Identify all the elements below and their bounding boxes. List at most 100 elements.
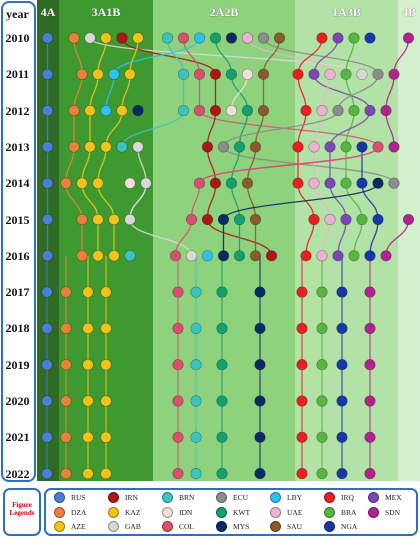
legend-label-dza: DZA — [71, 507, 87, 517]
node-rus-2017 — [41, 286, 53, 298]
legend-label-uae: UAE — [287, 507, 303, 517]
legend-label-col: COL — [179, 522, 194, 531]
node-dza-2019 — [60, 359, 72, 371]
link-mys-2014 — [222, 182, 379, 220]
legend-swatch-kaz — [108, 506, 119, 518]
node-dza-2010 — [68, 32, 80, 44]
node-col-2016 — [169, 250, 182, 262]
flow-diagram — [41, 32, 415, 480]
node-irq-2017 — [296, 286, 308, 298]
year-label-2012: 2012 — [5, 103, 30, 118]
legend-swatch-mex — [368, 492, 379, 503]
legend-swatch-dza — [54, 506, 65, 518]
legend-swatch-irq — [324, 492, 335, 503]
node-col-2019 — [172, 359, 184, 371]
year-label-2019: 2019 — [5, 357, 30, 372]
node-gab-2014 — [140, 177, 152, 189]
node-aze-2010 — [100, 32, 112, 44]
node-dza-2022 — [60, 468, 72, 480]
legend-title-line2: Legends — [9, 509, 35, 517]
node-kwt-2019 — [216, 359, 228, 371]
node-rus-2010 — [41, 32, 54, 44]
node-ecu-2014 — [388, 177, 400, 189]
node-col-2020 — [172, 395, 184, 407]
node-aze-2019 — [82, 359, 94, 371]
node-col-2021 — [172, 431, 184, 443]
year-axis — [1, 1, 36, 482]
node-sau-2013 — [249, 141, 262, 153]
node-mys-2018 — [254, 322, 266, 335]
link-bra-2014 — [345, 183, 363, 220]
node-sdn-2020 — [364, 395, 376, 407]
node-mys-2021 — [254, 431, 266, 443]
link-kaz-2012 — [105, 110, 123, 147]
node-nga-2017 — [336, 286, 348, 298]
node-aze-2018 — [82, 322, 94, 335]
node-idn-2011 — [241, 68, 254, 80]
legend-label-lby: LBY — [287, 493, 302, 502]
group-label-4b: 4B — [401, 5, 416, 19]
node-kwt-2013 — [233, 141, 246, 153]
node-rus-2015 — [41, 213, 54, 226]
legend-swatch-gab — [108, 521, 119, 532]
legend-label-mex: MEX — [385, 493, 402, 502]
node-kwt-2014 — [225, 177, 238, 189]
node-rus-2020 — [41, 395, 53, 407]
node-irq-2011 — [292, 68, 304, 80]
node-irq-2014 — [292, 177, 304, 189]
legend-swatch-sdn — [368, 506, 379, 518]
legend-swatch-brn — [162, 492, 173, 503]
node-sdn-2015 — [402, 213, 415, 226]
node-mex-2016 — [332, 250, 344, 262]
node-bra-2019 — [316, 359, 328, 371]
node-dza-2012 — [68, 104, 80, 117]
legend-swatch-rus — [54, 492, 65, 503]
legend-label-aze: AZE — [71, 522, 86, 531]
node-col-2010 — [177, 32, 190, 44]
node-dza-2020 — [60, 395, 72, 407]
node-kwt-2021 — [216, 431, 228, 443]
node-mex-2015 — [340, 213, 352, 226]
node-brn-2017 — [190, 286, 202, 298]
node-rus-2014 — [41, 177, 54, 189]
node-kaz-2020 — [100, 395, 112, 407]
node-aze-2017 — [82, 286, 94, 298]
link-lby-2010 — [113, 37, 201, 75]
year-label-2014: 2014 — [5, 176, 30, 191]
node-aze-2013 — [84, 141, 96, 153]
link-brn-2012 — [121, 110, 185, 148]
link-col-2013 — [198, 146, 379, 184]
node-col-2012 — [193, 104, 206, 117]
node-rus-2013 — [41, 141, 54, 153]
legend-label-ecu: ECU — [233, 493, 248, 502]
node-gab-2011 — [356, 68, 368, 80]
node-sdn-2010 — [402, 32, 415, 44]
node-irn-2014 — [209, 177, 222, 189]
node-sdn-2022 — [364, 468, 376, 480]
link-sdn-2010 — [393, 37, 410, 75]
node-uae-2013 — [308, 141, 320, 153]
node-col-2022 — [172, 468, 184, 480]
node-sdn-2017 — [364, 286, 376, 298]
node-dza-2016 — [76, 250, 88, 262]
node-sau-2012 — [257, 104, 270, 117]
legend-swatch-nga — [324, 521, 335, 532]
legend-label-gab: GAB — [125, 522, 141, 531]
legend-swatch-aze — [54, 521, 65, 532]
node-rus-2019 — [41, 359, 53, 371]
node-bra-2016 — [348, 250, 360, 262]
node-kwt-2022 — [216, 468, 228, 480]
node-col-2015 — [185, 213, 198, 226]
node-bra-2015 — [356, 213, 368, 226]
link-ecu-2013 — [222, 146, 395, 184]
node-sdn-2011 — [388, 68, 400, 80]
node-rus-2018 — [41, 322, 53, 335]
node-kwt-2012 — [241, 104, 254, 117]
legend-label-irn: IRN — [125, 493, 138, 502]
node-dza-2015 — [76, 213, 88, 226]
node-irq-2015 — [308, 213, 320, 226]
node-kaz-2011 — [124, 68, 136, 80]
node-sau-2011 — [257, 68, 270, 80]
legend-swatch-irn — [108, 492, 119, 503]
link-gab-2014 — [129, 183, 147, 220]
